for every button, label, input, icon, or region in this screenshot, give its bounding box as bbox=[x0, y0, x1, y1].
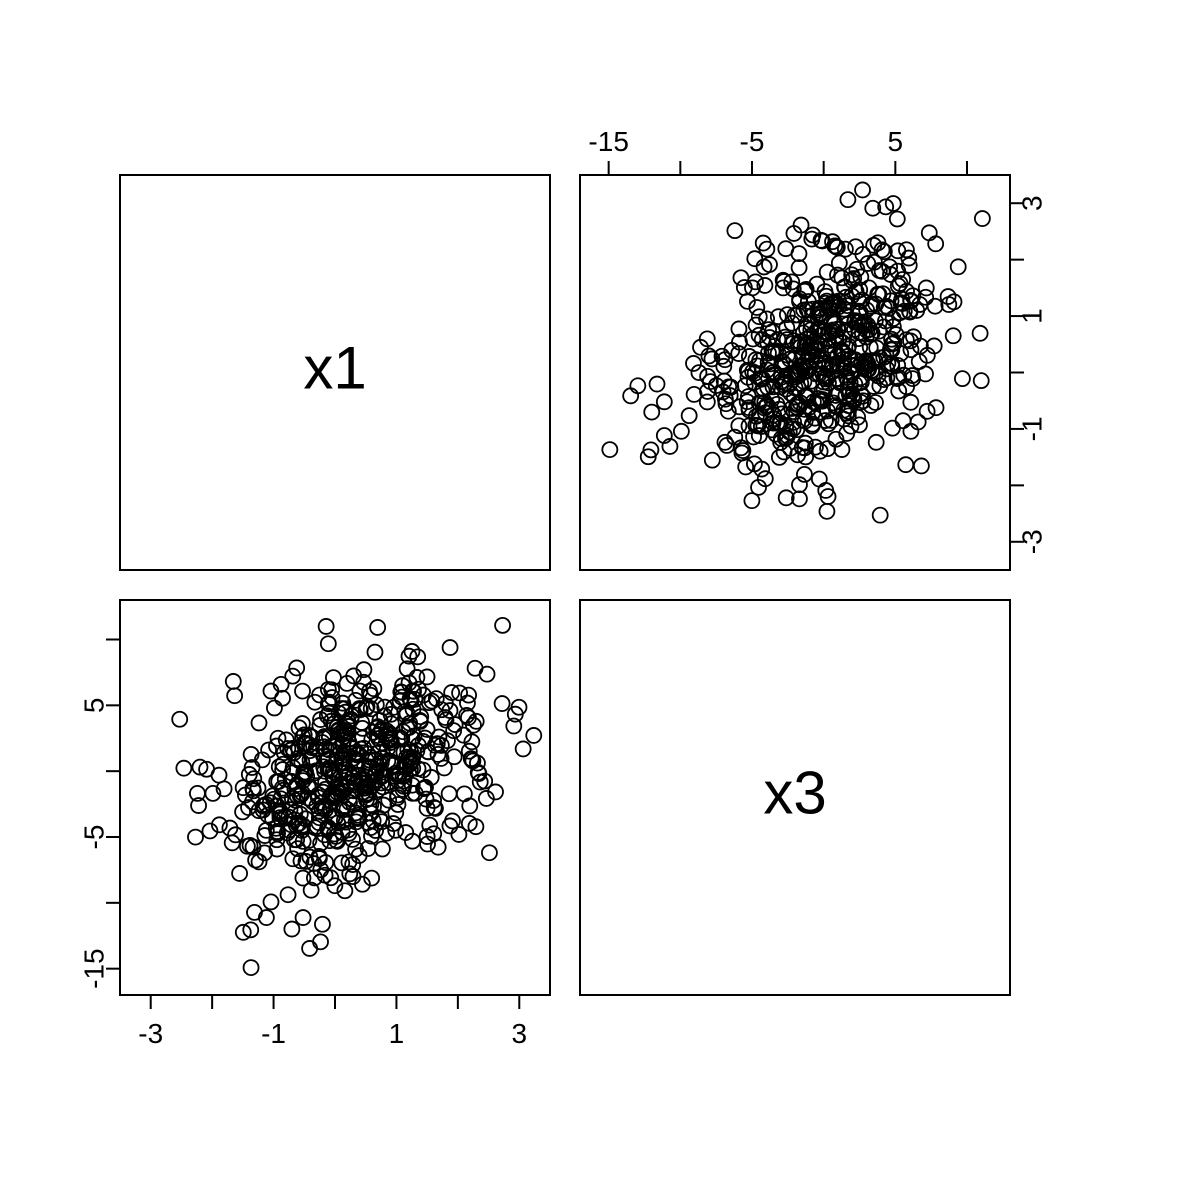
tick-label: -1 bbox=[1016, 416, 1047, 441]
tick-label: 1 bbox=[389, 1018, 405, 1049]
tick-label: -3 bbox=[1016, 529, 1047, 554]
tick-label: -15 bbox=[588, 126, 628, 157]
pairs-plot: x1 -15 -5 5 -3 -1 1 3 -3 -1 1 3 -15 -5 5 x3 bbox=[0, 0, 1200, 1200]
tick-label: 1 bbox=[1016, 308, 1047, 324]
tick-label: -5 bbox=[740, 126, 765, 157]
tick-label: -1 bbox=[261, 1018, 286, 1049]
tick-label: 5 bbox=[78, 698, 109, 714]
tick-label: 3 bbox=[511, 1018, 527, 1049]
tick-label: 3 bbox=[1016, 195, 1047, 211]
tick-label: 5 bbox=[888, 126, 904, 157]
tick-label: -15 bbox=[78, 948, 109, 988]
diag-label-x3: x3 bbox=[763, 759, 826, 826]
tick-label: -5 bbox=[78, 825, 109, 850]
diag-label-x1: x1 bbox=[303, 334, 366, 401]
tick-label: -3 bbox=[138, 1018, 163, 1049]
